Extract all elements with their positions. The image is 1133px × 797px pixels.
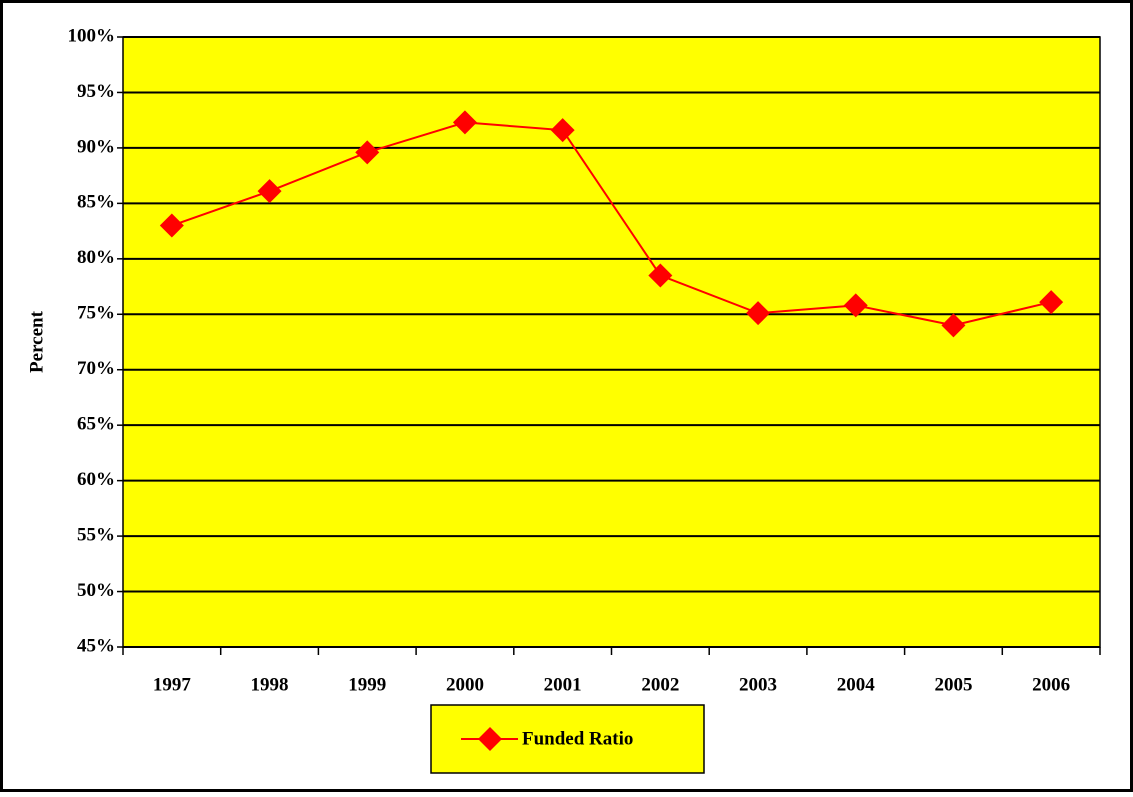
point xyxy=(1039,290,1064,315)
legend-marker xyxy=(478,727,502,751)
y-axis-label: Percent xyxy=(26,310,47,373)
point xyxy=(843,293,868,318)
x-tick-label: 2003 xyxy=(739,674,777,695)
y-tick-label: 45% xyxy=(77,635,115,656)
point xyxy=(159,213,184,238)
y-tick-label: 60% xyxy=(77,469,115,490)
legend-label: Funded Ratio xyxy=(522,728,633,749)
y-tick-label: 80% xyxy=(77,247,115,268)
y-tick-label: 50% xyxy=(77,580,115,601)
x-tick-label: 1997 xyxy=(153,674,192,695)
y-tick-label: 65% xyxy=(77,414,115,435)
y-tick-label: 70% xyxy=(77,358,115,379)
x-tick-label: 1999 xyxy=(348,674,386,695)
point xyxy=(355,140,380,165)
x-tick-label: 2001 xyxy=(544,674,582,695)
x-tick-label: 2006 xyxy=(1032,674,1070,695)
y-tick-label: 85% xyxy=(77,192,115,213)
point xyxy=(648,263,673,288)
point xyxy=(452,110,477,135)
x-tick-label: 2000 xyxy=(446,674,484,695)
line xyxy=(171,121,1052,327)
y-tick-label: 95% xyxy=(77,81,115,102)
x-tick-label: 1998 xyxy=(251,674,289,695)
y-tick-label: 90% xyxy=(77,136,115,157)
x-tick-label: 2005 xyxy=(934,674,972,695)
y-tick-label: 75% xyxy=(77,303,115,324)
x-tick-label: 2002 xyxy=(641,674,679,695)
plot-area xyxy=(123,37,1100,647)
point xyxy=(550,118,575,143)
x-tick-label: 2004 xyxy=(837,674,876,695)
point xyxy=(746,301,771,326)
point xyxy=(941,313,966,338)
y-tick-label: 100% xyxy=(68,25,116,46)
point xyxy=(257,179,282,204)
y-tick-label: 55% xyxy=(77,524,115,545)
